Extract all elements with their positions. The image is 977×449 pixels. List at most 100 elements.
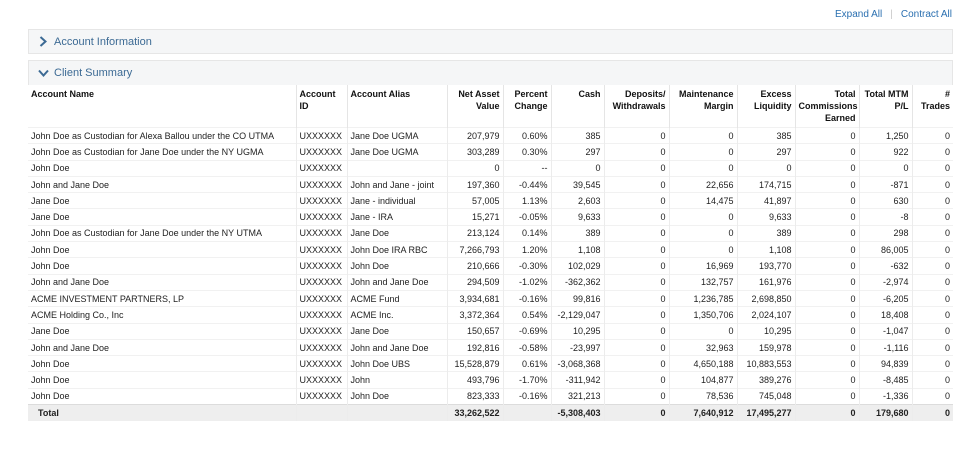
table-row[interactable]: John and Jane Doe UXXXXXX John and Jane Do…: [28, 273, 953, 291]
cell-account-id: UXXXXXX: [296, 208, 348, 226]
cell-total-mtm: -632: [859, 257, 913, 275]
col-header-total-mtm[interactable]: Total MTM P/L: [859, 85, 913, 128]
account-information-header[interactable]: Account Information: [29, 30, 952, 53]
cell-account-alias: John: [347, 371, 448, 389]
table-row[interactable]: John Doe as Custodian for Jane Doe under…: [28, 224, 953, 242]
table-row[interactable]: John and Jane Doe UXXXXXX John and Jane Do…: [28, 338, 953, 356]
cell-account-name: John Doe: [28, 355, 297, 372]
cell-percent-change: -0.16%: [503, 387, 552, 405]
cell-trades: 0: [912, 192, 953, 209]
cell-percent-change: -0.16%: [503, 289, 552, 307]
cell-maintenance-margin: 132,757: [669, 273, 738, 291]
cell-account-name: John and Jane Doe: [28, 338, 297, 356]
cell-trades: 0: [912, 175, 953, 193]
cell-total-commissions: 0: [795, 387, 860, 405]
cell-maintenance-margin: 16,969: [669, 257, 738, 275]
cell-total-commissions: 0: [795, 192, 860, 209]
col-header-cash[interactable]: Cash: [551, 85, 605, 128]
cell-net-asset-value: 210,666: [447, 257, 504, 275]
cell-percent-change: 0.30%: [503, 143, 552, 161]
table-row[interactable]: Jane Doe UXXXXXX Jane Doe 150,657 -0.69% 10,2…: [28, 322, 953, 340]
cell-excess-liquidity: 9,633: [737, 208, 796, 226]
client-summary-header[interactable]: Client Summary: [29, 61, 952, 85]
account-information-section: Account Information: [28, 29, 953, 54]
cell-account-id: UXXXXXX: [296, 257, 348, 275]
cell-total-mtm: -871: [859, 175, 913, 193]
col-header-total-commissions[interactable]: Total Commissions Earned: [795, 85, 860, 128]
cell-trades: 0: [912, 273, 953, 291]
table-row[interactable]: John Doe as Custodian for Alexa Ballou u…: [28, 126, 953, 144]
cell-percent-change: 1.13%: [503, 192, 552, 209]
cell-cash: 385: [551, 126, 605, 144]
cell-excess-liquidity: 389: [737, 224, 796, 242]
total-cell-total-commissions: 0: [795, 404, 860, 421]
col-header-trades[interactable]: # Trades: [920, 89, 950, 111]
cell-net-asset-value: 823,333: [447, 387, 504, 405]
account-information-label: Account Information: [54, 35, 152, 48]
contract-all-link[interactable]: Contract All: [900, 9, 952, 20]
client-summary-table: Account Name Account ID Account Alias Ne…: [28, 85, 953, 421]
col-header-account-name[interactable]: Account Name: [28, 85, 297, 128]
col-header-deposits-withdrawals[interactable]: Deposits/ Withdrawals: [604, 85, 670, 128]
cell-total-commissions: 0: [795, 224, 860, 242]
cell-total-commissions: 0: [795, 257, 860, 275]
col-header-account-alias[interactable]: Account Alias: [347, 85, 448, 128]
cell-total-commissions: 0: [795, 306, 860, 324]
cell-maintenance-margin: 0: [669, 159, 738, 177]
cell-percent-change: -0.69%: [503, 322, 552, 340]
table-row[interactable]: John Doe UXXXXXX John Doe IRA RBC 7,266,793…: [28, 241, 953, 258]
table-row[interactable]: John Doe UXXXXXX John Doe 823,333 -0.16% 321,…: [28, 387, 953, 405]
cell-account-id: UXXXXXX: [296, 126, 348, 144]
cell-trades: 0: [912, 387, 953, 405]
table-row[interactable]: John Doe as Custodian for Jane Doe under…: [28, 143, 953, 161]
cell-net-asset-value: 207,979: [447, 126, 504, 144]
cell-maintenance-margin: 4,650,188: [669, 355, 738, 372]
cell-excess-liquidity: 745,048: [737, 387, 796, 405]
cell-maintenance-margin: 0: [669, 241, 738, 258]
cell-percent-change: 0.14%: [503, 224, 552, 242]
cell-trades: 0: [912, 208, 953, 226]
cell-trades: 0: [912, 143, 953, 161]
cell-excess-liquidity: 193,770: [737, 257, 796, 275]
cell-account-alias: Jane - IRA: [347, 208, 448, 226]
expand-all-link[interactable]: Expand All: [834, 9, 883, 20]
table-row[interactable]: John Doe UXXXXXX John Doe UBS 15,528,879 0.6…: [28, 355, 953, 372]
cell-trades: 0: [912, 126, 953, 144]
table-row[interactable]: John and Jane Doe UXXXXXX John and Jane - …: [28, 175, 953, 193]
cell-total-commissions: 0: [795, 355, 860, 372]
cell-total-commissions: 0: [795, 143, 860, 161]
cell-total-commissions: 0: [795, 208, 860, 226]
total-cell-maintenance-margin: 7,640,912: [669, 404, 738, 421]
chevron-right-icon: [37, 36, 49, 48]
cell-total-mtm: 630: [859, 192, 913, 209]
cell-deposits-withdrawals: 0: [604, 306, 670, 324]
cell-maintenance-margin: 1,350,706: [669, 306, 738, 324]
total-cell-account-name: Total: [28, 404, 297, 421]
table-row[interactable]: John Doe UXXXXXX John 493,796 -1.70% -311,942…: [28, 371, 953, 389]
table-row[interactable]: John Doe UXXXXXX 0 -- 0 0 0 0 0 0 0: [28, 159, 953, 177]
cell-cash: 1,108: [551, 241, 605, 258]
cell-account-id: UXXXXXX: [296, 143, 348, 161]
cell-account-name: John Doe: [28, 387, 297, 405]
col-header-excess-liquidity[interactable]: Excess Liquidity: [737, 85, 796, 128]
cell-net-asset-value: 294,509: [447, 273, 504, 291]
col-header-account-id[interactable]: Account ID: [296, 85, 348, 128]
cell-total-mtm: 94,839: [859, 355, 913, 372]
table-row[interactable]: John Doe UXXXXXX John Doe 210,666 -0.30% 102,…: [28, 257, 953, 275]
cell-total-mtm: 18,408: [859, 306, 913, 324]
cell-total-commissions: 0: [795, 175, 860, 193]
table-row[interactable]: Jane Doe UXXXXXX Jane - individual 57,005 1.…: [28, 192, 953, 209]
cell-excess-liquidity: 10,883,553: [737, 355, 796, 372]
col-header-percent-change[interactable]: Percent Change: [503, 85, 552, 128]
table-row[interactable]: ACME INVESTMENT PARTNERS, LP UXXXXXX ACME …: [28, 289, 953, 307]
table-row[interactable]: ACME Holding Co., Inc UXXXXXX ACME Inc. 3,3…: [28, 306, 953, 324]
cell-total-mtm: -6,205: [859, 289, 913, 307]
col-header-net-asset-value[interactable]: Net Asset Value: [447, 85, 504, 128]
cell-account-name: Jane Doe: [28, 192, 297, 209]
cell-maintenance-margin: 0: [669, 143, 738, 161]
cell-net-asset-value: 15,528,879: [447, 355, 504, 372]
cell-excess-liquidity: 389,276: [737, 371, 796, 389]
cell-net-asset-value: 303,289: [447, 143, 504, 161]
col-header-maintenance-margin[interactable]: Maintenance Margin: [669, 85, 738, 128]
table-row[interactable]: Jane Doe UXXXXXX Jane - IRA 15,271 -0.05% 9,6…: [28, 208, 953, 226]
